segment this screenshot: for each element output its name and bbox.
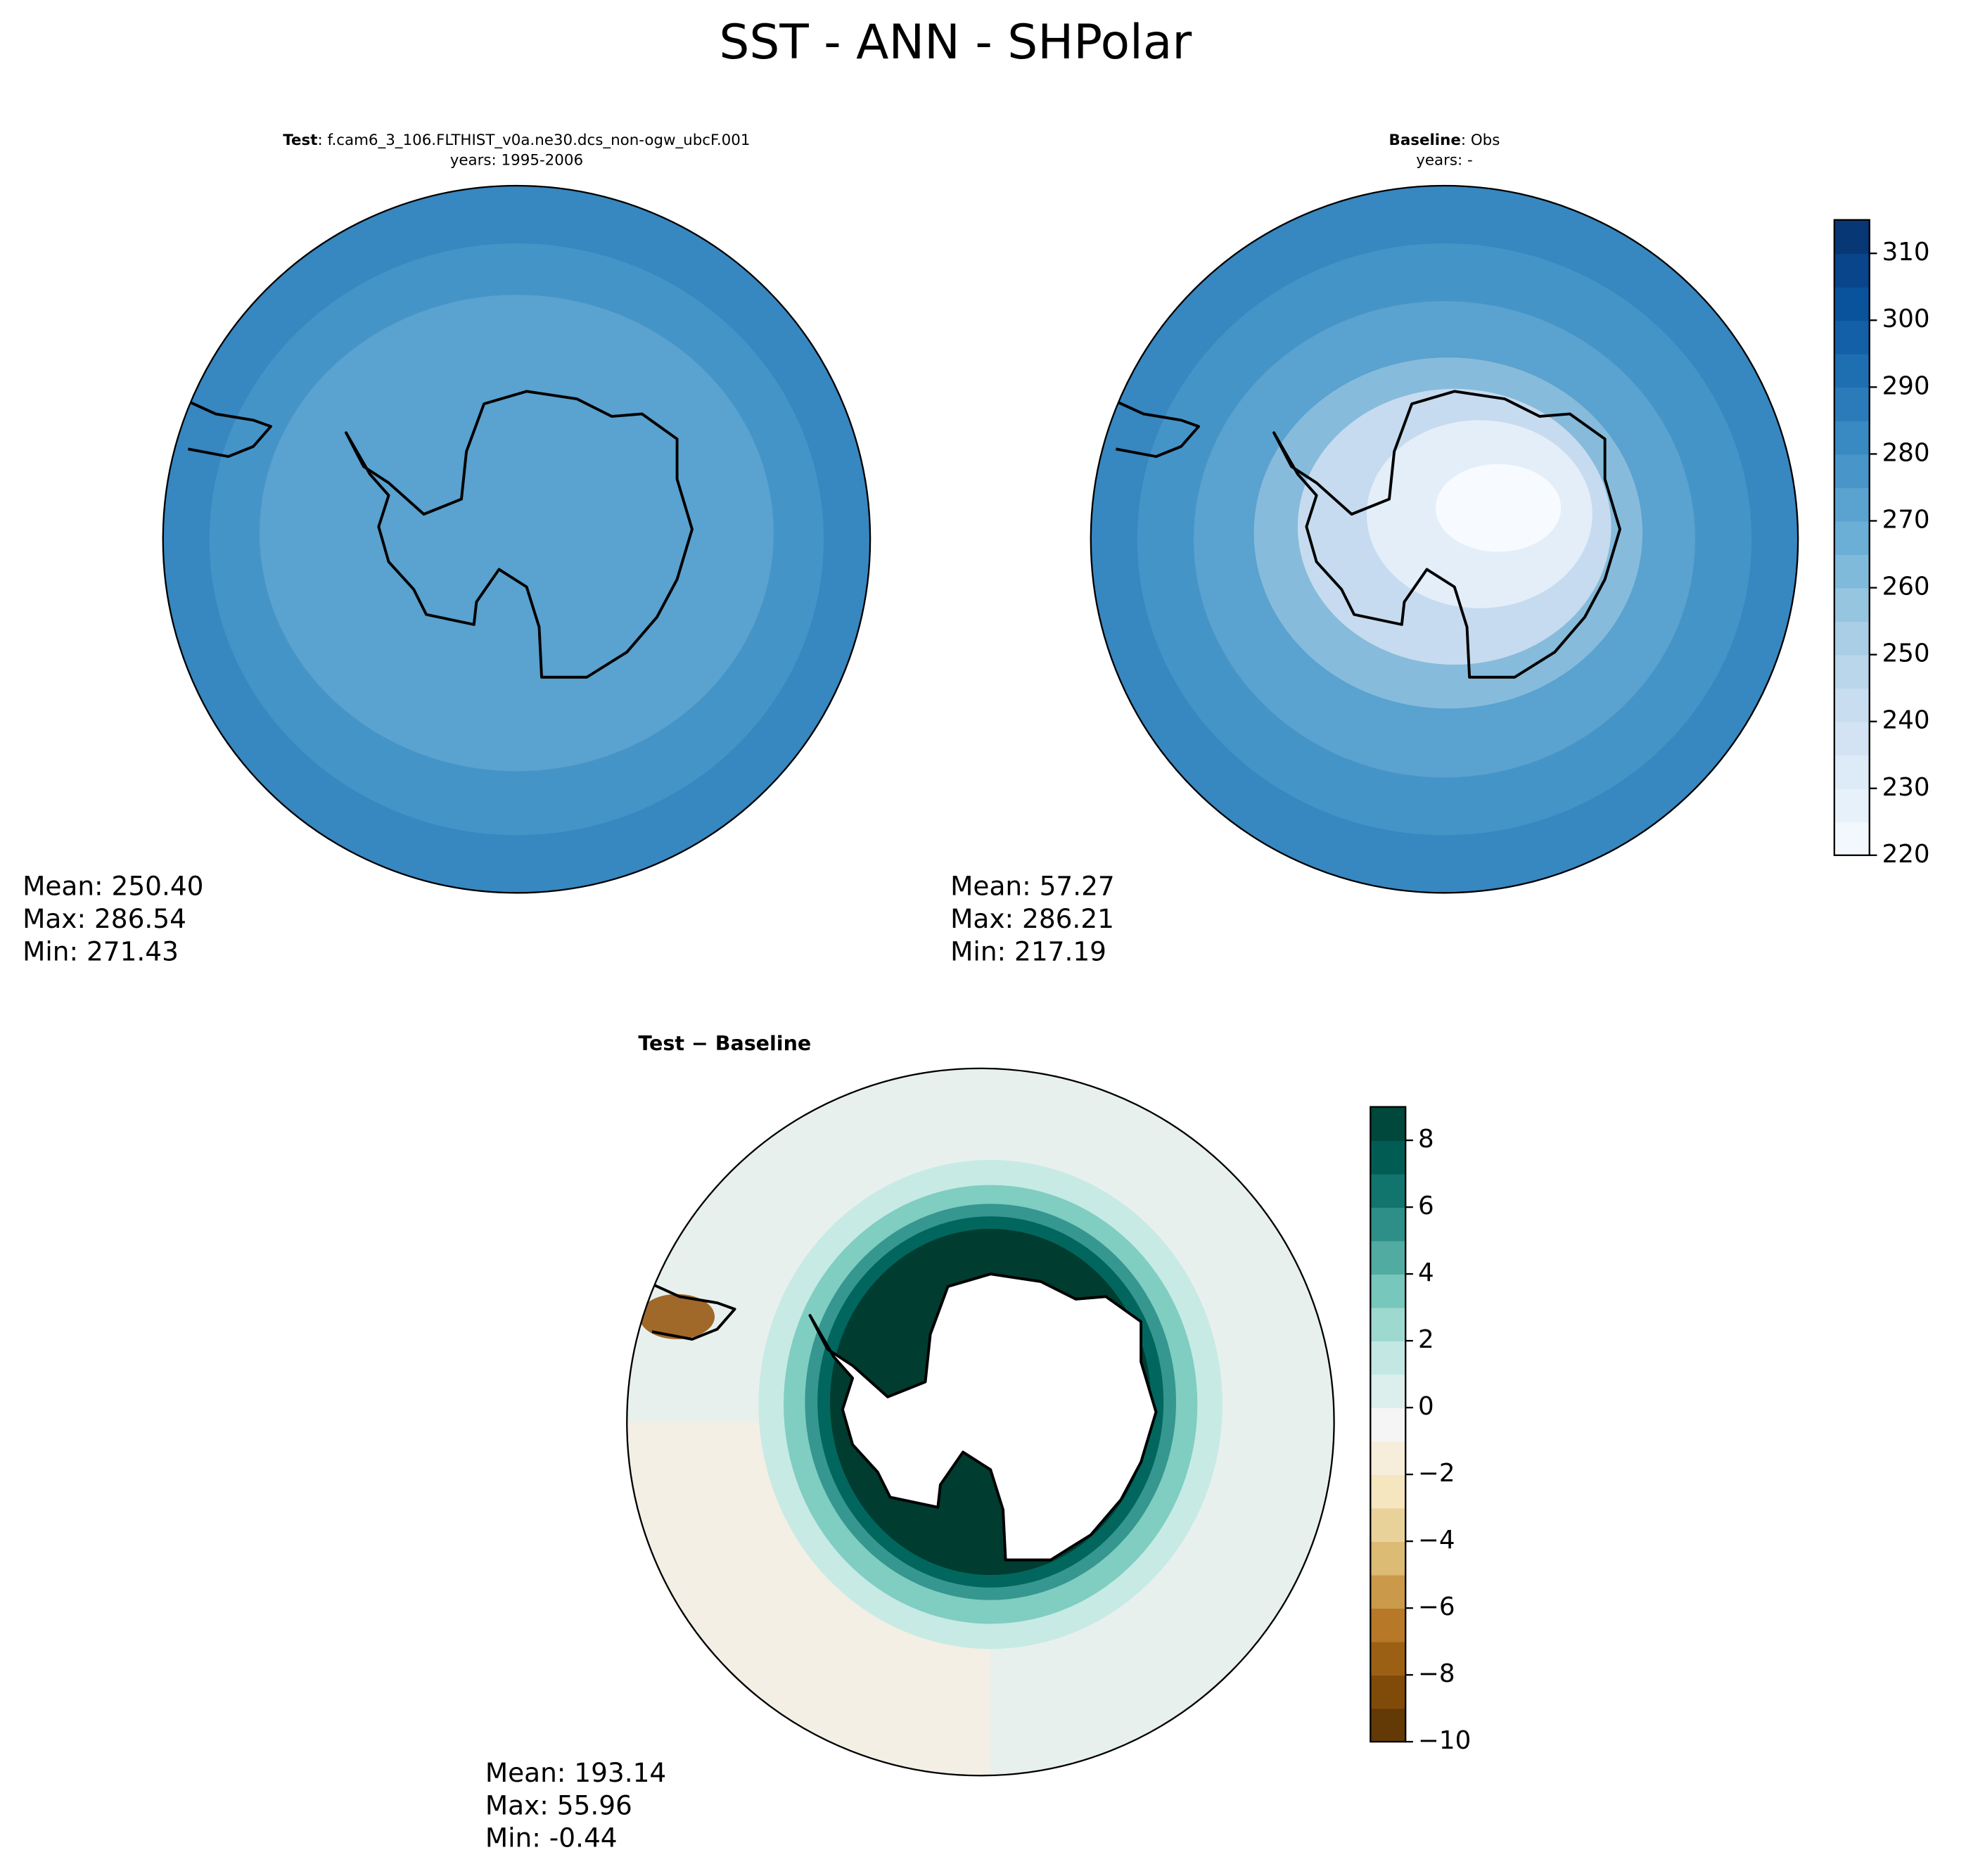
stat: Mean: 250.40 xyxy=(23,871,203,902)
map-border xyxy=(1090,184,1799,894)
stats: Mean: 250.40 Max: 286.54 Min: 271.43 xyxy=(23,871,203,967)
colorbar-band xyxy=(1834,454,1870,488)
colorbar-tick-label: 300 xyxy=(1882,305,1930,333)
stat: Mean: 193.14 xyxy=(485,1757,666,1788)
colorbar-frame xyxy=(1370,1106,1407,1743)
stat: Max: 55.96 xyxy=(485,1789,632,1820)
colorbar-tick-label: 2 xyxy=(1418,1325,1434,1354)
colorbar-tick-label: 280 xyxy=(1882,438,1930,467)
colorbar-tick-label: 250 xyxy=(1882,639,1930,668)
panel-subtitle: Baseline: Obs xyxy=(1389,132,1500,149)
colorbar-band xyxy=(1370,1274,1406,1308)
colorbar-band xyxy=(1370,1675,1406,1709)
colorbar-tick-label: 310 xyxy=(1882,238,1930,267)
colorbar-tick-label: −2 xyxy=(1418,1459,1455,1488)
colorbar-band xyxy=(1834,387,1870,421)
colorbar-tick-label: −4 xyxy=(1418,1526,1455,1555)
stats: Mean: 57.27 Max: 286.21 Min: 217.19 xyxy=(950,871,1115,967)
colorbar-band xyxy=(1370,1374,1406,1408)
colorbar-tick-label: 6 xyxy=(1418,1192,1434,1220)
panel-years: years: - xyxy=(1416,151,1473,169)
colorbar-band xyxy=(1370,1408,1406,1442)
stat: Min: 217.19 xyxy=(950,936,1106,966)
stats: Mean: 193.14 Max: 55.96 Min: -0.44 xyxy=(485,1757,666,1853)
colorbar-band xyxy=(1834,487,1870,522)
colorbar-band xyxy=(1834,353,1870,388)
stat: Mean: 57.27 xyxy=(950,871,1115,902)
stat: Min: 271.43 xyxy=(23,936,179,966)
colorbar-band xyxy=(1834,320,1870,355)
colorbar-tick-label: 4 xyxy=(1418,1258,1434,1287)
stat: Max: 286.54 xyxy=(23,903,186,934)
panel-2-map xyxy=(1090,185,1799,893)
colorbar-band xyxy=(1370,1106,1406,1141)
colorbar-band xyxy=(1834,755,1870,789)
panel-years: years: 1995-2006 xyxy=(450,151,583,169)
colorbar-tick-label: 290 xyxy=(1882,371,1930,400)
colorbar-band xyxy=(1370,1240,1406,1275)
colorbar-band xyxy=(1370,1341,1406,1375)
colorbar-tick-label: 260 xyxy=(1882,573,1930,601)
colorbar-band xyxy=(1370,1474,1406,1509)
panel-subtitle: Test: f.cam6_3_106.FLTHIST_v0a.ne30.dcs_… xyxy=(283,132,750,149)
colorbar-tick-label: 270 xyxy=(1882,505,1930,534)
colorbar-band xyxy=(1370,1641,1406,1676)
colorbar-band xyxy=(1834,420,1870,455)
colorbar-band xyxy=(1370,1173,1406,1208)
colorbar-tick-label: 240 xyxy=(1882,706,1930,735)
colorbar-band xyxy=(1834,286,1870,321)
colorbar-band xyxy=(1370,1507,1406,1542)
panel-3-map xyxy=(627,1068,1334,1776)
stat: Min: -0.44 xyxy=(485,1823,618,1853)
map-border xyxy=(626,1067,1335,1777)
colorbar-band xyxy=(1834,788,1870,823)
colorbar-band xyxy=(1370,1307,1406,1341)
colorbar-tick-label: −8 xyxy=(1418,1659,1455,1688)
colorbar-tick-label: 230 xyxy=(1882,773,1930,802)
colorbar-tick-label: −6 xyxy=(1418,1593,1455,1621)
map-border xyxy=(162,184,872,894)
colorbar-tick-label: 0 xyxy=(1418,1392,1434,1421)
colorbar-band xyxy=(1370,1574,1406,1609)
colorbar-band xyxy=(1370,1541,1406,1576)
colorbar-band xyxy=(1834,521,1870,555)
colorbar-band xyxy=(1370,1708,1406,1742)
colorbar-tick-label: −10 xyxy=(1418,1726,1471,1755)
colorbar-band xyxy=(1834,621,1870,656)
colorbar-band xyxy=(1370,1140,1406,1175)
figure-title: SST - ANN - SHPolar xyxy=(719,14,1192,70)
colorbar-band xyxy=(1370,1441,1406,1475)
colorbar-band xyxy=(1834,654,1870,689)
colorbar-tick-label: 8 xyxy=(1418,1125,1434,1154)
colorbar-band xyxy=(1834,587,1870,622)
panel-1-map xyxy=(162,185,871,893)
colorbar-tick-label: 220 xyxy=(1882,840,1930,869)
colorbar-band xyxy=(1834,688,1870,722)
colorbar-frame xyxy=(1833,219,1870,857)
colorbar-band xyxy=(1834,822,1870,856)
colorbar-band xyxy=(1834,253,1870,288)
colorbar-band xyxy=(1370,1608,1406,1642)
colorbar-band xyxy=(1834,554,1870,589)
panel-subtitle: Test − Baseline xyxy=(638,1032,811,1055)
colorbar-band xyxy=(1370,1207,1406,1242)
colorbar-band xyxy=(1834,219,1870,255)
colorbar-band xyxy=(1834,721,1870,756)
stat: Max: 286.21 xyxy=(950,903,1114,934)
